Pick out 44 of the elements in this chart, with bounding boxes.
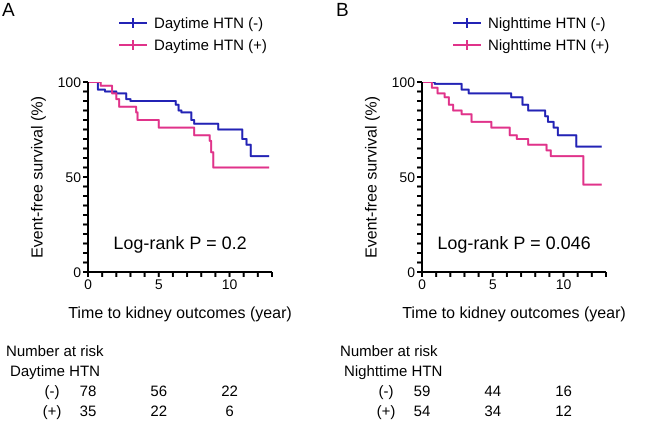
legend-label: Daytime HTN (-): [154, 14, 264, 32]
y-axis-title: Event-free survival (%): [364, 96, 381, 258]
text: 16: [555, 383, 572, 401]
text: 56: [150, 383, 168, 401]
text: Nighttime HTN: [344, 363, 442, 381]
text: Number at risk: [6, 343, 104, 361]
text: 6: [225, 403, 234, 421]
x-tick-label: 5: [488, 276, 497, 292]
x-tick-label: 0: [84, 276, 92, 292]
x-tick-label: 5: [154, 276, 163, 292]
text: (-): [44, 383, 60, 401]
annotation: Log-rank P = 0.046: [437, 233, 591, 253]
text: 12: [555, 403, 572, 421]
y-axis-title: Event-free survival (%): [30, 96, 47, 258]
text: 54: [414, 403, 430, 421]
text: 35: [80, 403, 96, 421]
x-tick-label: 0: [418, 276, 426, 292]
text: (+): [376, 403, 396, 421]
text: 78: [80, 383, 96, 401]
text: (+): [42, 403, 62, 421]
y-tick-label: 0: [407, 264, 416, 280]
text: 34: [484, 403, 502, 421]
x-tick-label: 10: [556, 276, 572, 292]
text: Daytime HTN: [10, 363, 100, 381]
legend-label: Daytime HTN (+): [154, 36, 267, 54]
y-tick-label: 50: [399, 168, 416, 185]
y-tick-label: 100: [58, 74, 82, 90]
chart-title: B: [336, 0, 349, 21]
text: 59: [414, 383, 430, 401]
x-tick-label: 10: [222, 276, 238, 292]
x-axis-title: Time to kidney outcomes (year): [68, 305, 292, 322]
y-tick-label: 0: [73, 264, 82, 280]
text: 22: [221, 383, 238, 401]
x-axis-title: Time to kidney outcomes (year): [402, 305, 626, 322]
y-tick-label: 100: [392, 74, 416, 90]
legend-label: Nighttime HTN (-): [488, 14, 606, 32]
chart-title: A: [2, 0, 15, 21]
text: 22: [150, 403, 168, 421]
text: 44: [484, 383, 502, 401]
text: (-): [378, 383, 394, 401]
annotation: Log-rank P = 0.2: [113, 233, 247, 253]
y-tick-label: 50: [65, 168, 82, 185]
legend-label: Nighttime HTN (+): [488, 36, 610, 54]
text: Number at risk: [340, 343, 438, 361]
